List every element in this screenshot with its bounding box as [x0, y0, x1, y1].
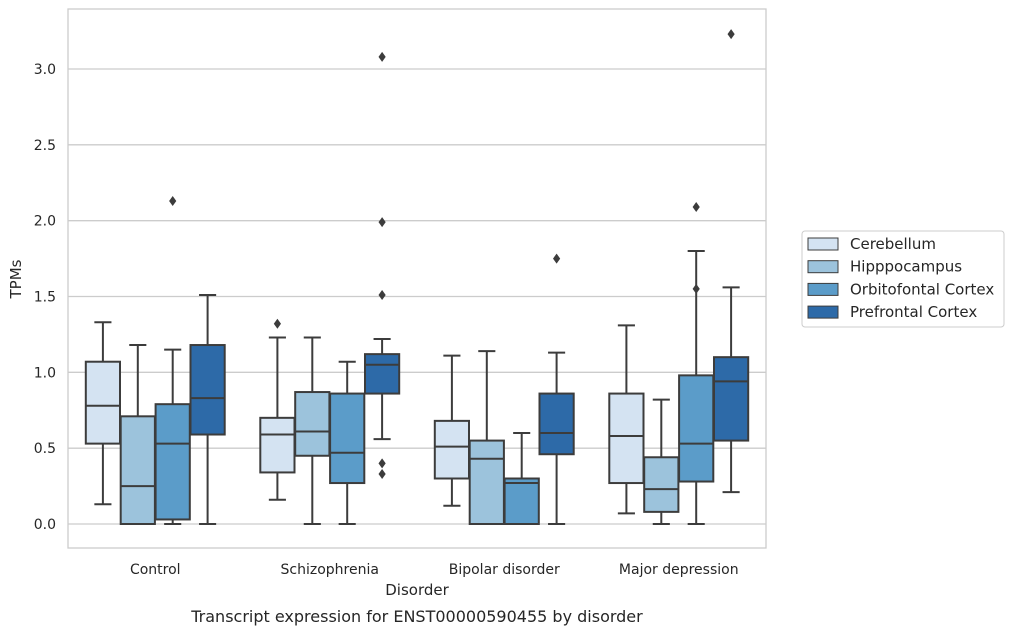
- figure-caption: Transcript expression for ENST0000059045…: [190, 607, 643, 626]
- outlier-point: [378, 458, 386, 469]
- outlier-point: [727, 29, 735, 40]
- box-body: [259, 416, 296, 474]
- outlier-point: [692, 283, 700, 294]
- x-axis-ticks: Control Schizophrenia Bipolar disorder Majo…: [130, 562, 739, 578]
- box-body: [608, 392, 645, 485]
- x-tick-label: Bipolar disorder: [449, 562, 560, 578]
- box-body: [503, 477, 540, 525]
- box-body: [84, 360, 122, 445]
- box-group: [468, 350, 505, 526]
- box-group: [363, 51, 401, 479]
- box-body: [189, 344, 226, 436]
- box-body: [329, 392, 366, 485]
- box-group: [189, 293, 226, 525]
- box-body: [538, 392, 575, 456]
- x-axis-label: Disorder: [385, 581, 449, 599]
- box-body: [678, 374, 715, 483]
- box-group: [538, 253, 575, 525]
- outlier-point: [378, 217, 386, 228]
- legend-label: Hipppocampus: [850, 258, 962, 276]
- outlier-point: [692, 202, 700, 213]
- y-tick-label: 2.0: [34, 214, 56, 230]
- plot-area-frame: [67, 8, 767, 549]
- outlier-point: [378, 289, 386, 300]
- box-body: [363, 353, 401, 395]
- legend-label: Prefrontal Cortex: [850, 303, 977, 321]
- box-group: [503, 432, 540, 525]
- box-body: [294, 391, 331, 457]
- legend-label: Orbitofontal Cortex: [850, 280, 994, 298]
- outlier-point: [378, 468, 386, 479]
- box-series: [84, 29, 750, 526]
- outlier-point: [273, 318, 281, 329]
- box-group: [259, 318, 296, 501]
- y-axis-ticks: 0.0 0.5 1.0 1.5 2.0 2.5 3.0: [34, 62, 56, 533]
- y-tick-label: 0.5: [34, 441, 56, 457]
- box-body: [712, 356, 750, 442]
- legend-swatch: [807, 260, 839, 274]
- box-group: [712, 29, 750, 494]
- legend-swatch: [807, 305, 839, 319]
- box-body: [119, 415, 156, 526]
- y-tick-label: 1.5: [34, 290, 56, 306]
- box-body: [468, 439, 505, 526]
- y-tick-label: 1.0: [34, 365, 56, 381]
- x-tick-label: Schizophrenia: [281, 562, 379, 578]
- y-tick-label: 2.5: [34, 138, 56, 154]
- box-group: [294, 336, 331, 525]
- box-group: [433, 354, 471, 507]
- y-tick-label: 3.0: [34, 62, 56, 78]
- box-body: [154, 403, 191, 521]
- outlier-point: [378, 51, 386, 62]
- legend-swatch: [807, 237, 839, 251]
- legend-swatch: [807, 282, 839, 296]
- box-group: [154, 195, 191, 525]
- box-body: [433, 419, 471, 480]
- box-group: [84, 321, 122, 506]
- y-axis-label: TPMs: [7, 259, 25, 299]
- x-tick-label: Control: [130, 562, 181, 578]
- outlier-point: [553, 253, 561, 264]
- legend-label: Cerebellum: [850, 235, 936, 253]
- box-group: [678, 202, 715, 525]
- outlier-point: [169, 195, 177, 206]
- box-group: [119, 344, 156, 526]
- box-group: [608, 324, 645, 515]
- y-tick-label: 0.0: [34, 517, 56, 533]
- legend: Cerebellum Hipppocampus Orbitofontal Corte…: [801, 230, 1005, 328]
- box-group: [329, 360, 366, 525]
- x-tick-label: Major depression: [619, 562, 739, 578]
- box-group: [643, 398, 680, 525]
- legend-frame: [801, 230, 1005, 328]
- box-body: [643, 456, 680, 513]
